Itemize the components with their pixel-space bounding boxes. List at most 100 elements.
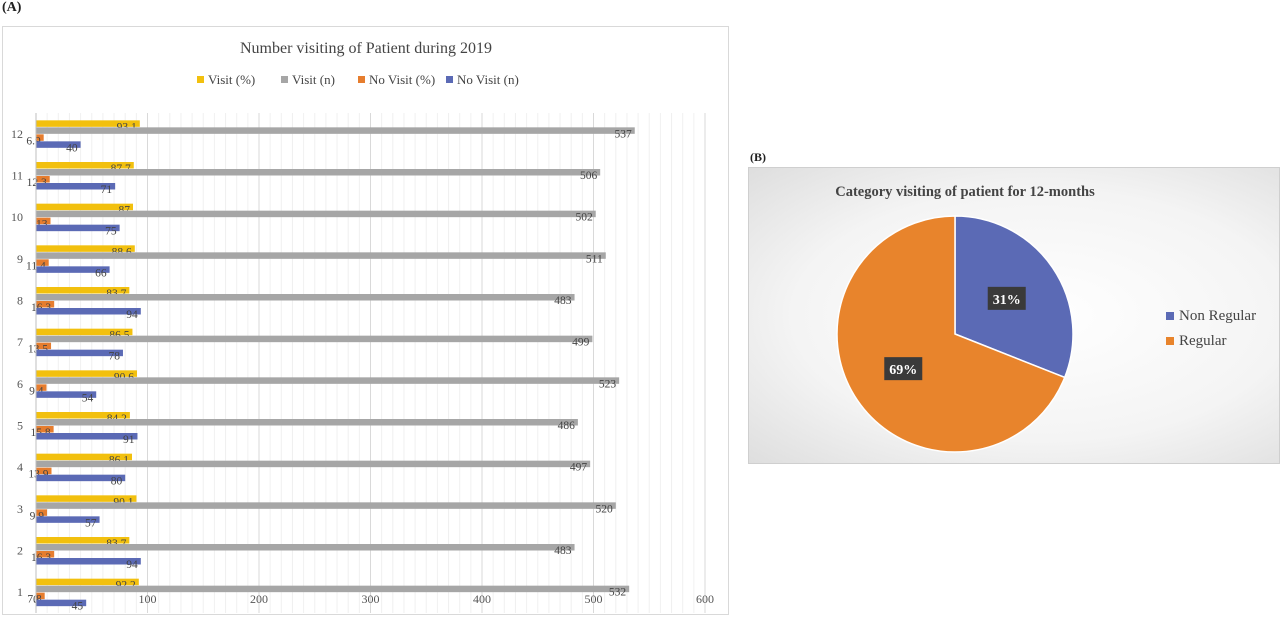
bar (36, 308, 141, 315)
data-label: 57 (85, 517, 97, 529)
bar (36, 467, 52, 475)
legend-swatch (197, 76, 204, 83)
panel-b-label: (B) (750, 150, 766, 164)
bar (36, 537, 130, 544)
legend-item: Visit (n) (281, 72, 335, 87)
data-label: 80 (111, 476, 123, 488)
y-tick-label: 7 (17, 335, 23, 349)
bar (36, 453, 133, 461)
data-label: 523 (599, 378, 617, 390)
bar (36, 335, 593, 343)
data-label: 88.6 (112, 246, 132, 258)
bar (36, 370, 138, 377)
bar (36, 509, 48, 516)
chart-title: Category visiting of patient for 12-mont… (835, 184, 1095, 200)
legend-swatch (446, 76, 453, 83)
data-label: 520 (596, 503, 614, 515)
bar (36, 495, 137, 502)
bar (36, 183, 116, 190)
legend-label: No Visit (%) (369, 72, 435, 87)
y-tick-label: 6 (17, 377, 23, 391)
bar (36, 342, 52, 350)
bar (36, 391, 97, 398)
bar (36, 426, 54, 433)
y-tick-label: 1 (17, 585, 23, 599)
legend-label: No Visit (n) (457, 72, 519, 87)
bar (36, 419, 578, 426)
bar (36, 599, 87, 607)
pie-label-box (987, 286, 1026, 310)
bar (36, 141, 81, 148)
bar (36, 245, 135, 252)
legend-swatch (358, 76, 365, 83)
y-tick-label: 10 (11, 210, 23, 224)
bar (36, 502, 616, 509)
legend-swatch (1166, 337, 1174, 345)
bar (36, 252, 606, 259)
data-label: 506 (580, 170, 598, 182)
pie-label-text: 69% (889, 363, 917, 378)
bar (36, 287, 130, 294)
bar (36, 294, 575, 301)
bar (36, 266, 110, 273)
bar (36, 412, 130, 419)
pie-chart-panel: Category visiting of patient for 12-mont… (748, 167, 1280, 464)
bar (36, 384, 47, 391)
bar-chart: Number visiting of Patient during 2019 Vi… (11, 40, 714, 613)
x-tick-label: 600 (696, 592, 714, 606)
bar (36, 349, 123, 357)
legend-item: No Visit (%) (358, 72, 435, 87)
data-label: 94 (126, 309, 138, 321)
bar (36, 210, 596, 218)
pie-label-text: 31% (993, 293, 1021, 308)
bar (36, 558, 141, 565)
bar (36, 460, 591, 468)
bar (36, 134, 44, 141)
y-tick-label: 12 (11, 127, 23, 141)
bar (36, 217, 51, 225)
y-tick-label: 8 (17, 294, 23, 308)
data-label: 532 (609, 587, 627, 599)
legend-item: Non Regular (1166, 308, 1256, 324)
bar (36, 377, 620, 384)
y-tick-label: 11 (11, 169, 23, 183)
bar (36, 224, 120, 232)
legend-item: No Visit (n) (446, 72, 519, 87)
chart-title: Number visiting of Patient during 2019 (240, 40, 492, 57)
bar (36, 169, 601, 176)
data-label: 511 (586, 253, 603, 265)
y-tick-label: 9 (17, 252, 23, 266)
pie-chart: Category visiting of patient for 12-mont… (835, 184, 1256, 453)
data-label: 483 (554, 295, 572, 307)
y-tick-label: 5 (17, 419, 23, 433)
bar (36, 551, 55, 558)
y-tick-label: 2 (17, 544, 23, 558)
data-label: 483 (554, 545, 572, 557)
legend-label: Non Regular (1179, 308, 1256, 324)
bar (36, 127, 635, 134)
bar (36, 585, 630, 593)
data-label: 502 (575, 212, 593, 224)
x-tick-label: 300 (362, 592, 380, 606)
bar (36, 592, 45, 600)
x-tick-label: 100 (139, 592, 157, 606)
data-label: 78 (108, 351, 120, 363)
y-tick-label: 3 (17, 502, 23, 516)
bar (36, 328, 133, 336)
bar (36, 578, 139, 586)
bar-chart-panel: Number visiting of Patient during 2019 Vi… (2, 26, 729, 615)
bar (36, 474, 126, 482)
legend-label: Visit (%) (208, 72, 255, 87)
data-label: 91 (123, 434, 135, 446)
bar (36, 120, 140, 127)
legend-label: Visit (n) (292, 72, 335, 87)
data-label: 71 (101, 184, 113, 196)
legend-label: Regular (1179, 333, 1226, 349)
pie-label-box (884, 357, 923, 381)
bar (36, 301, 55, 308)
bar (36, 203, 134, 211)
bar (36, 176, 50, 183)
bar (36, 259, 49, 266)
bar (36, 516, 100, 523)
legend-item: Visit (%) (197, 72, 255, 87)
